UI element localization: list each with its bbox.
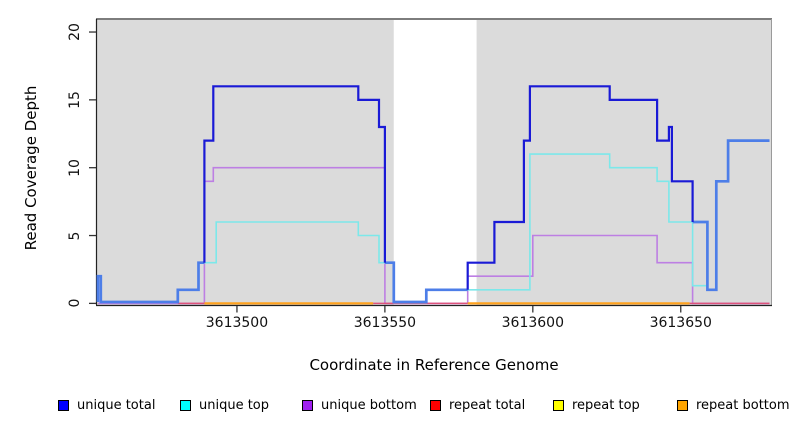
legend-swatch <box>553 399 564 411</box>
legend-item-unique-top: unique top <box>180 397 269 413</box>
x-tick-label: 3613500 <box>205 315 269 331</box>
series-unique-total-right-line <box>466 85 694 290</box>
y-tick-label: 15 <box>67 90 83 109</box>
y-tick-label: 20 <box>67 23 83 41</box>
legend-swatch <box>430 399 441 411</box>
y-axis-title: Read Coverage Depth <box>22 85 40 251</box>
x-tick-label: 3613550 <box>353 315 417 331</box>
legend-item-unique-bottom: unique bottom <box>302 397 417 413</box>
x-tick-label: 3613600 <box>501 315 564 331</box>
legend-swatch <box>302 399 313 411</box>
x-axis-title: Coordinate in Reference Genome <box>309 356 559 374</box>
legend-swatch <box>180 399 191 411</box>
y-tick-label: 10 <box>67 158 83 177</box>
legend-label: unique total <box>77 397 156 413</box>
legend-item-repeat-bottom: repeat bottom <box>677 397 790 413</box>
legend-label: unique top <box>199 397 270 413</box>
coverage-gap-region <box>393 20 477 305</box>
legend-swatch <box>677 399 688 411</box>
legend-swatch <box>58 399 69 411</box>
legend-label: repeat bottom <box>696 397 790 413</box>
y-tick-label: 0 <box>67 298 83 308</box>
series-unique-top-line <box>204 153 708 304</box>
series-total-overlap-right-line <box>692 139 770 292</box>
legend-item-repeat-total: repeat total <box>430 397 525 413</box>
series-unique-total-left-line <box>203 85 386 263</box>
legend-label: unique bottom <box>321 397 417 413</box>
series-total-overlap-gap-line <box>384 261 468 304</box>
legend-label: repeat top <box>572 397 640 413</box>
legend-label: repeat total <box>449 397 526 413</box>
legend-item-repeat-top: repeat top <box>553 397 640 413</box>
x-tick-label: 3613650 <box>649 315 712 331</box>
y-tick-label: 5 <box>67 231 83 240</box>
legend-item-unique-total: unique total <box>58 397 155 413</box>
legend: unique total unique top unique bottom repea… <box>0 397 792 419</box>
series-total-overlap-left-line <box>96 261 205 304</box>
